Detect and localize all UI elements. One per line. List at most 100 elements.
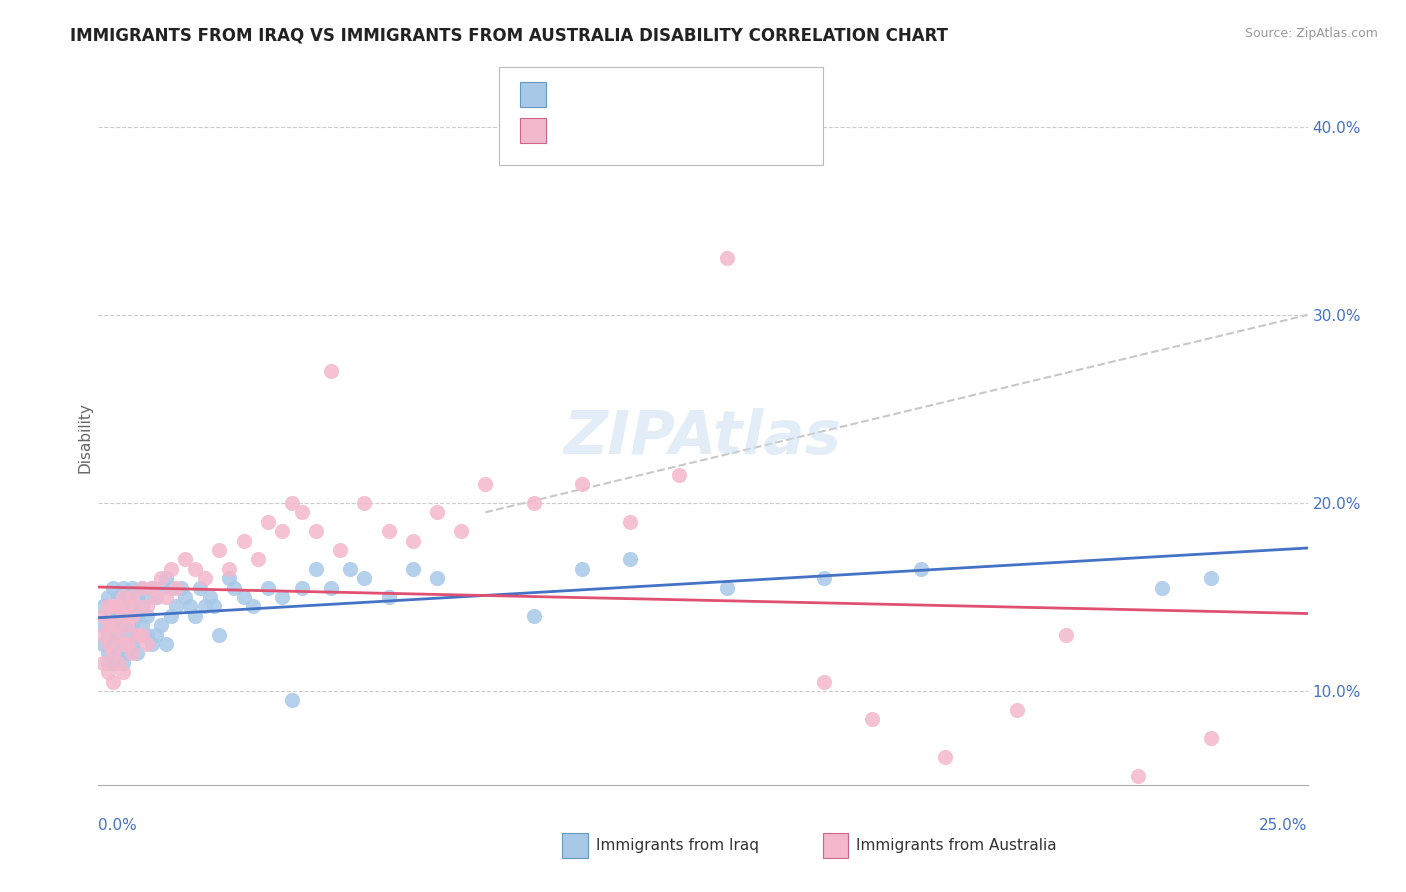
Text: ZIPAtlas: ZIPAtlas xyxy=(564,408,842,467)
Point xyxy=(101,599,124,614)
Point xyxy=(619,515,641,529)
Point xyxy=(117,646,139,660)
Point xyxy=(127,646,149,660)
Point xyxy=(208,627,231,641)
Point xyxy=(91,608,114,623)
Text: Immigrants from Australia: Immigrants from Australia xyxy=(856,838,1057,853)
Point xyxy=(111,665,134,680)
Point xyxy=(402,533,425,548)
Point xyxy=(107,627,129,641)
Point xyxy=(111,608,134,623)
Point xyxy=(145,627,167,641)
Point xyxy=(145,590,167,604)
Text: Source: ZipAtlas.com: Source: ZipAtlas.com xyxy=(1244,27,1378,40)
Point xyxy=(97,627,120,641)
Point xyxy=(131,581,153,595)
Point xyxy=(127,627,149,641)
Point xyxy=(117,627,139,641)
Point xyxy=(305,562,328,576)
Text: N =: N = xyxy=(630,86,666,103)
Point xyxy=(256,581,278,595)
Point xyxy=(934,749,956,764)
Point xyxy=(232,533,254,548)
Point xyxy=(426,505,449,519)
Point xyxy=(91,618,114,632)
Point xyxy=(111,590,134,604)
Point xyxy=(101,646,124,660)
Point xyxy=(107,608,129,623)
Point xyxy=(571,477,593,491)
Point xyxy=(97,646,120,660)
Point xyxy=(117,618,139,632)
Point xyxy=(155,590,177,604)
Text: R =: R = xyxy=(553,86,589,103)
Point xyxy=(141,637,163,651)
Point xyxy=(155,571,177,585)
Point xyxy=(101,656,124,670)
Point xyxy=(121,581,143,595)
Text: 0.140: 0.140 xyxy=(578,86,626,103)
Point xyxy=(194,571,217,585)
Point xyxy=(91,637,114,651)
Point xyxy=(135,590,157,604)
Point xyxy=(101,618,124,632)
Point xyxy=(155,637,177,651)
Point xyxy=(523,608,546,623)
Point xyxy=(135,637,157,651)
Point xyxy=(256,515,278,529)
Point xyxy=(107,627,129,641)
Point xyxy=(218,571,240,585)
Point xyxy=(319,364,342,378)
Point xyxy=(329,542,352,557)
Point xyxy=(339,562,361,576)
Point xyxy=(813,674,835,689)
Point xyxy=(97,608,120,623)
Point xyxy=(127,590,149,604)
Point xyxy=(290,505,312,519)
Point xyxy=(121,646,143,660)
Point xyxy=(377,590,399,604)
Point xyxy=(271,524,294,538)
Point xyxy=(111,618,134,632)
Point xyxy=(111,637,134,651)
Point xyxy=(117,637,139,651)
Point xyxy=(97,656,120,670)
Point xyxy=(150,581,173,595)
Point xyxy=(198,590,221,604)
Point xyxy=(813,571,835,585)
Point xyxy=(160,562,183,576)
Point xyxy=(160,608,183,623)
Point xyxy=(117,608,139,623)
Point xyxy=(111,656,134,670)
Point xyxy=(145,590,167,604)
Point xyxy=(131,599,153,614)
Point xyxy=(101,637,124,651)
Point xyxy=(97,637,120,651)
Point xyxy=(101,618,124,632)
Point xyxy=(111,637,134,651)
Text: 83: 83 xyxy=(652,86,673,103)
Point xyxy=(619,552,641,566)
Point xyxy=(107,656,129,670)
Point xyxy=(97,599,120,614)
Point xyxy=(1007,703,1029,717)
Point xyxy=(135,608,157,623)
Point xyxy=(571,562,593,576)
Y-axis label: Disability: Disability xyxy=(77,401,93,473)
Point xyxy=(91,599,114,614)
Point xyxy=(208,542,231,557)
Text: 68: 68 xyxy=(652,121,673,139)
Point xyxy=(1054,627,1077,641)
Point xyxy=(141,581,163,595)
Point xyxy=(281,693,304,707)
Point xyxy=(127,627,149,641)
Point xyxy=(184,608,207,623)
Point xyxy=(271,590,294,604)
Point xyxy=(107,599,129,614)
Point xyxy=(97,590,120,604)
Point xyxy=(97,665,120,680)
Point xyxy=(107,590,129,604)
Point xyxy=(121,637,143,651)
Point xyxy=(218,562,240,576)
Point xyxy=(127,608,149,623)
